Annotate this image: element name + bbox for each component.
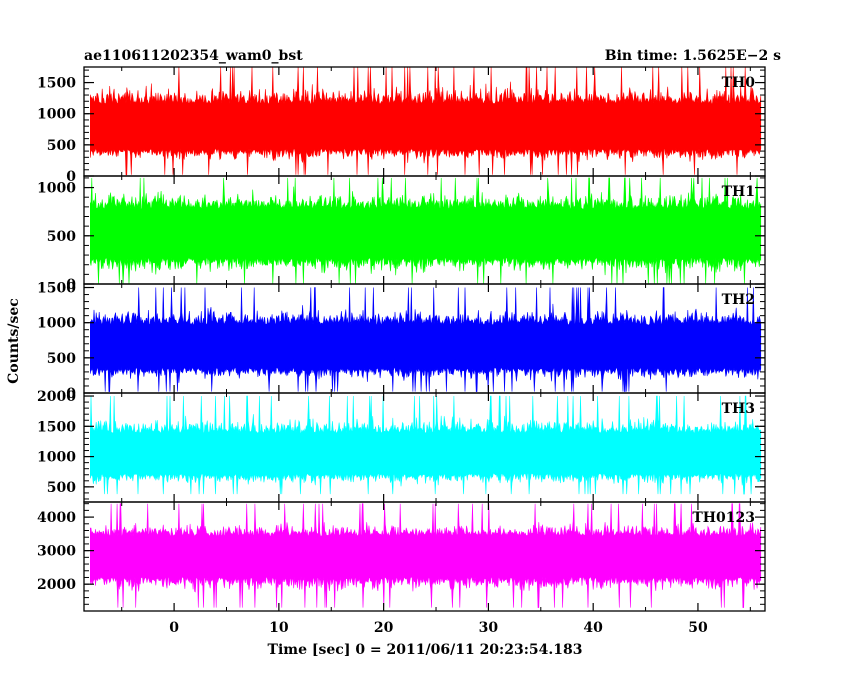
panel-th0123: 2000 3000 4000 TH0123 <box>37 501 766 612</box>
series-th0 <box>90 67 762 176</box>
x-tick-label: 40 <box>583 620 603 636</box>
y-tick-label: 500 <box>47 480 76 496</box>
y-tick-label: 0 <box>66 277 76 293</box>
y-tick-label: 500 <box>47 351 76 367</box>
y-tick-label: 1500 <box>37 281 76 297</box>
x-axis: 0 10 20 30 40 50 <box>169 620 708 636</box>
y-tick-label: 4000 <box>37 510 76 526</box>
y-tick-label: 3000 <box>37 544 76 560</box>
series-th1 <box>90 177 762 284</box>
y-tick-label: 1500 <box>37 76 76 92</box>
y-tick-label: 0 <box>66 386 76 402</box>
panel-th2: 0 500 1000 1500 TH2 <box>37 281 766 402</box>
y-tick-label: 0 <box>66 169 76 185</box>
y-tick-label: 2000 <box>37 389 76 405</box>
panel-th0: 0 500 1000 1500 TH0 <box>37 66 766 185</box>
panel-label-th1: TH1 <box>722 184 755 200</box>
series-th3 <box>90 395 762 495</box>
y-tick-label: 500 <box>47 138 76 154</box>
series-th0123 <box>90 503 762 608</box>
chart-title-right: Bin time: 1.5625E−2 s <box>605 48 781 64</box>
panel-frame <box>83 501 766 612</box>
y-tick-label: 500 <box>47 229 76 245</box>
x-tick-label: 10 <box>269 620 289 636</box>
panel-th1: 0 500 1000 TH1 <box>37 175 766 293</box>
series-th2 <box>90 287 762 392</box>
panel-label-th3: TH3 <box>722 401 755 417</box>
y-tick-label: 1000 <box>37 316 76 332</box>
y-tick-label: 2000 <box>37 577 76 593</box>
y-tick-label: 1000 <box>37 181 76 197</box>
x-tick-label: 0 <box>169 620 179 636</box>
y-tick-label: 1000 <box>37 450 76 466</box>
x-tick-label: 30 <box>479 620 499 636</box>
y-tick-label: 1000 <box>37 107 76 123</box>
x-tick-label: 50 <box>688 620 708 636</box>
chart-title-left: ae110611202354_wam0_bst <box>84 48 303 64</box>
y-axis-label: Counts/sec <box>6 298 22 384</box>
panel-label-th0: TH0 <box>722 75 756 91</box>
y-tick-label: 1500 <box>37 419 76 435</box>
x-axis-label: Time [sec] 0 = 2011/06/11 20:23:54.183 <box>268 642 583 658</box>
panel-th3: 500 1000 1500 2000 TH3 <box>37 389 766 503</box>
panel-label-th2: TH2 <box>722 292 755 308</box>
x-tick-label: 20 <box>374 620 394 636</box>
panel-label-th0123: TH0123 <box>692 510 755 526</box>
panels: 0 500 1000 1500 TH0 0 500 1000 TH1 0 500 1000 1500 TH… <box>37 66 766 612</box>
